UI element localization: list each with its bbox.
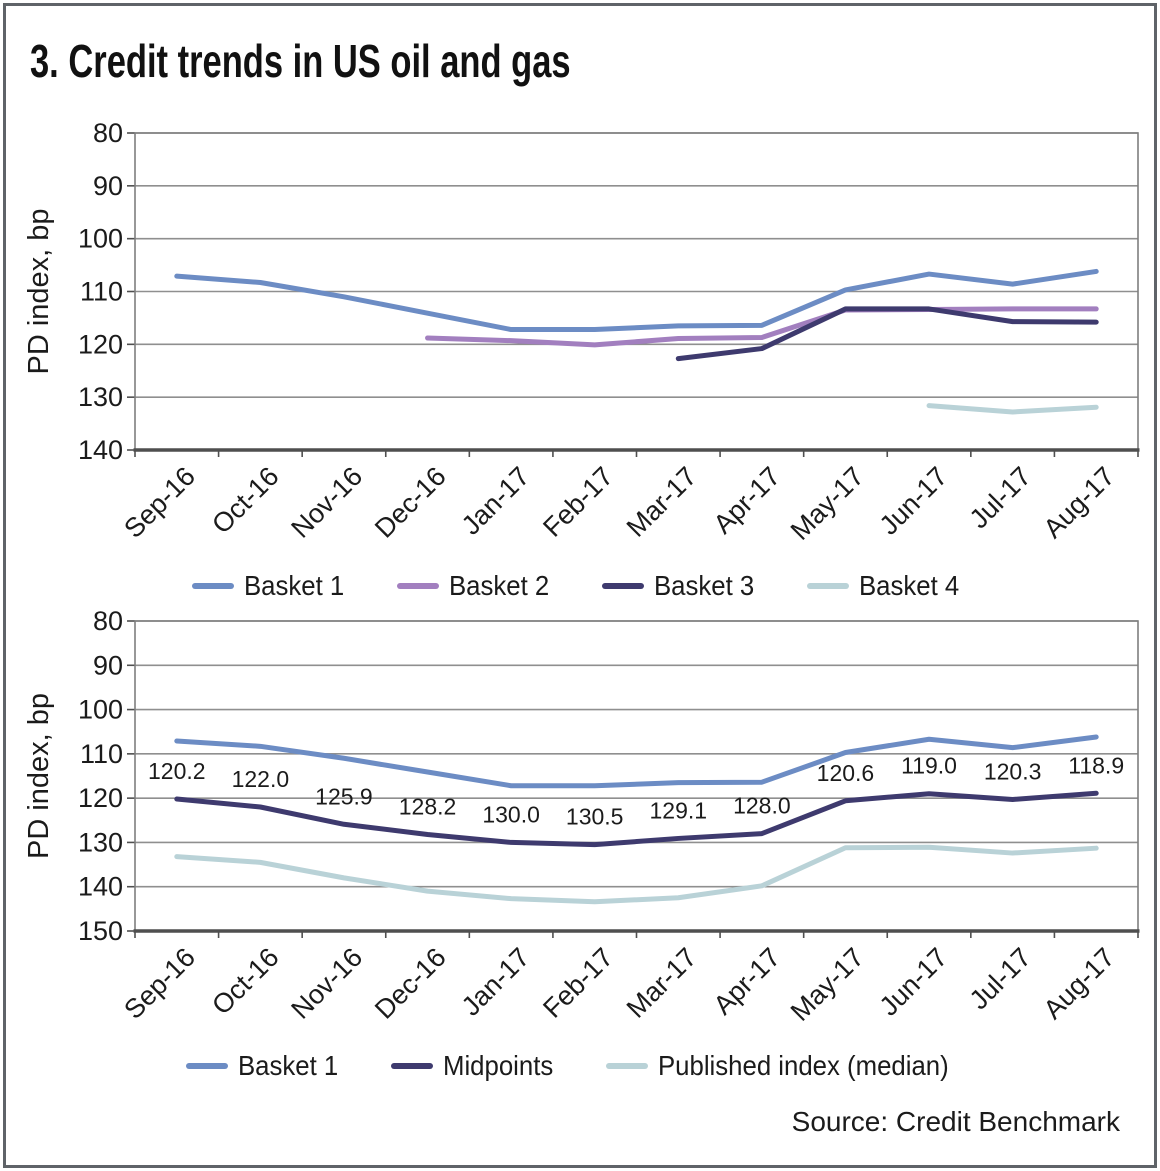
legend-item-midpoints: Midpoints [390,1050,563,1082]
x-tick-label: Jan-17 [456,942,536,1022]
x-tick-label: Apr-17 [708,942,787,1021]
data-label: 130.5 [566,804,624,830]
legend-item-basket-2: Basket 2 [397,570,558,602]
data-label: 122.0 [232,766,290,792]
legend-swatch [185,1063,228,1069]
y-tick-label: 80 [93,606,123,636]
legend-item-basket-3: Basket 3 [602,570,763,602]
legend-swatch [192,583,235,589]
y-tick-label: 140 [78,435,123,465]
x-tick-label: Dec-16 [369,942,452,1025]
y-axis-title: PD index, bp [23,208,55,374]
data-label: 128.2 [399,793,457,819]
legend-item-published-index-median: Published index (median) [606,1050,974,1082]
x-tick-label: Feb-17 [537,461,619,543]
data-label: 129.1 [650,797,708,823]
x-tick-label: Aug-17 [1038,942,1121,1025]
data-label: 118.9 [1068,752,1124,778]
y-tick-label: 90 [93,650,123,680]
x-tick-label: Mar-17 [621,942,703,1024]
x-tick-label: Nov-16 [285,942,368,1025]
x-tick-label: Dec-16 [369,461,452,544]
y-tick-label: 100 [78,695,123,725]
series-line-basket-1 [174,734,1099,789]
data-label: 120.6 [817,760,875,786]
y-tick-label: 110 [80,277,123,307]
legend-label: Basket 1 [244,570,345,601]
legend-swatch [602,583,644,589]
y-axis-title: PD index, bp [23,693,55,859]
x-tick-label: Aug-17 [1038,461,1121,544]
x-tick-label: Feb-17 [537,942,619,1024]
legend-item-basket-1: Basket 1 [185,1050,347,1082]
top-chart-legend: Basket 1 Basket 2 Basket 3 Basket 4 [0,560,1160,612]
legend-label: Basket 1 [237,1050,338,1081]
data-label: 120.2 [148,758,206,784]
legend-swatch [806,583,849,589]
x-tick-label: Sep-16 [118,461,201,544]
x-tick-label: Jun-17 [874,942,954,1022]
x-tick-label: Jul-17 [964,461,1037,534]
legend-label: Basket 3 [654,570,755,601]
y-tick-label: 130 [78,827,123,857]
legend-swatch [397,583,440,589]
legend-item-basket-4: Basket 4 [806,570,968,602]
y-tick-label: 110 [80,739,123,769]
x-tick-label: Jun-17 [874,461,954,541]
data-label: 128.0 [733,793,791,819]
y-tick-label: 90 [93,171,123,201]
x-tick-label: Mar-17 [621,461,703,543]
source-attribution: Source: Credit Benchmark [791,1106,1120,1137]
x-tick-label: Apr-17 [708,461,787,540]
series-line-basket-1 [174,268,1099,333]
legend-label: Midpoints [442,1050,553,1081]
series-line-basket-3 [675,306,1099,362]
y-tick-label: 150 [78,916,123,946]
data-label: 119.0 [901,753,957,779]
y-tick-label: 80 [93,118,123,148]
legend-item-basket-1: Basket 1 [192,570,353,602]
series-line-basket-2 [425,306,1099,348]
x-tick-label: Nov-16 [285,461,368,544]
series-line-basket-4 [926,403,1099,415]
series-line-midpoints [174,790,1099,848]
x-tick-label: Jan-17 [456,461,536,541]
x-tick-label: Oct-16 [206,461,285,540]
legend-swatch [606,1063,649,1069]
y-tick-label: 120 [78,783,123,813]
x-tick-label: May-17 [785,461,870,546]
data-label: 125.9 [315,783,373,809]
legend-label: Published index (median) [658,1050,950,1081]
x-tick-label: Jul-17 [964,942,1037,1015]
x-tick-label: Oct-16 [206,942,285,1021]
y-tick-label: 130 [78,382,123,412]
x-tick-label: May-17 [785,942,870,1027]
data-label: 130.0 [482,801,540,827]
legend-label: Basket 4 [858,570,960,601]
y-tick-label: 100 [78,224,123,254]
y-tick-label: 120 [78,329,123,359]
data-label: 120.3 [984,758,1042,784]
y-tick-label: 140 [78,872,123,902]
series-line-published-index-median [174,844,1099,905]
legend-swatch [390,1063,433,1069]
bottom-chart-legend: Basket 1 Midpoints Published index (median… [0,1040,1160,1092]
legend-label: Basket 2 [449,570,550,601]
figure-title: 3. Credit trends in US oil and gas [30,35,571,87]
x-tick-label: Sep-16 [118,942,201,1025]
